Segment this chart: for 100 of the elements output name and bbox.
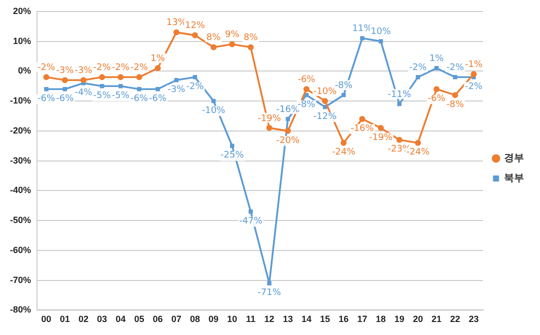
point [378,39,383,44]
data-label: -3% [74,66,93,76]
data-label: -6% [149,94,168,104]
data-label: -10% [313,86,338,97]
y-tick-label: 0% [18,66,32,76]
point [44,86,48,92]
point [452,92,458,98]
x-tick-label: 12 [264,314,274,324]
data-label: 11% [352,24,373,34]
x-tick-label: 14 [301,314,312,324]
x-tick-label: 22 [450,314,460,324]
x-tick-label: 23 [468,314,479,324]
x-tick-label: 04 [116,314,126,324]
x-tick-label: 01 [60,314,70,324]
legend-label: 경부 [504,153,524,164]
point [156,86,160,92]
point [99,74,106,80]
data-label: -6% [38,94,56,104]
point [340,140,347,146]
point [303,86,310,92]
data-label: 1% [150,54,166,64]
data-label: -71% [258,288,282,298]
x-tick-label: 19 [394,314,404,324]
point [434,66,439,70]
point [267,281,272,286]
data-label: -2% [130,62,148,73]
data-label: -20% [276,136,300,146]
data-label: -3% [56,66,74,76]
point [378,124,384,131]
y-tick-label: 10% [12,36,32,46]
y-tick-label: -10% [10,96,32,106]
x-tick-label: 15 [320,314,330,324]
data-label: -19% [369,132,393,143]
x-tick-label: 09 [208,314,219,324]
data-label: 13% [166,18,187,28]
point [210,44,217,50]
point [248,44,254,50]
data-label: -2% [446,62,464,73]
data-label: -6% [298,74,316,85]
point [173,29,180,36]
data-label: -8% [334,80,353,91]
point [470,71,477,78]
point [284,128,291,134]
data-label: -8% [446,100,464,110]
x-tick-label: 08 [190,314,200,324]
data-label: -6% [130,94,148,104]
y-tick-label: -20% [10,125,32,136]
x-tick-label: 21 [432,314,442,324]
data-label: 9% [224,30,240,40]
point [80,77,86,84]
x-tick-label: 07 [171,314,182,324]
y-tick-label: -60% [10,244,32,255]
point [360,36,364,40]
data-label: -2% [93,62,112,73]
x-tick-label: 03 [97,314,108,324]
data-label: -5% [112,90,130,101]
point [192,75,198,80]
point [248,209,253,214]
data-label: -5% [93,90,112,101]
data-label: -16% [350,124,374,134]
data-label: 12% [184,21,206,32]
data-label: -10% [202,106,226,116]
data-label: -2% [38,62,56,73]
data-label: -6% [428,94,446,104]
data-label: -19% [258,114,282,124]
data-label: -11% [388,90,412,100]
x-tick-label: 20 [412,314,423,324]
data-label: -2% [186,82,204,92]
data-label: -47% [239,216,263,226]
y-tick-label: -40% [10,185,32,196]
point [62,77,68,84]
point [230,144,234,148]
x-tick-label: 05 [134,314,144,324]
y-tick-label: 20% [12,6,32,16]
point [416,75,420,80]
data-label: -2% [112,62,130,73]
x-tick-label: 10 [227,314,238,324]
point [154,65,161,72]
data-label: -24% [332,148,356,158]
point [118,84,123,88]
point [192,32,198,38]
point [359,116,366,122]
y-tick-label: -70% [10,274,32,285]
point [137,86,142,92]
x-tick-label: 11 [246,314,256,324]
data-label: -2% [464,82,483,92]
x-tick-label: 18 [376,314,386,324]
x-tick-label: 00 [41,314,52,324]
point [136,74,142,80]
point [322,98,328,104]
y-tick-label: -30% [10,155,32,166]
x-tick-label: 16 [338,314,349,324]
y-tick-label: -50% [10,215,32,226]
data-label: -16% [276,104,300,115]
data-label: -3% [168,84,186,95]
point [266,124,272,131]
x-tick-label: 06 [152,314,163,324]
data-label: 10% [370,27,392,38]
data-label: -25% [220,150,244,161]
point [414,140,421,146]
